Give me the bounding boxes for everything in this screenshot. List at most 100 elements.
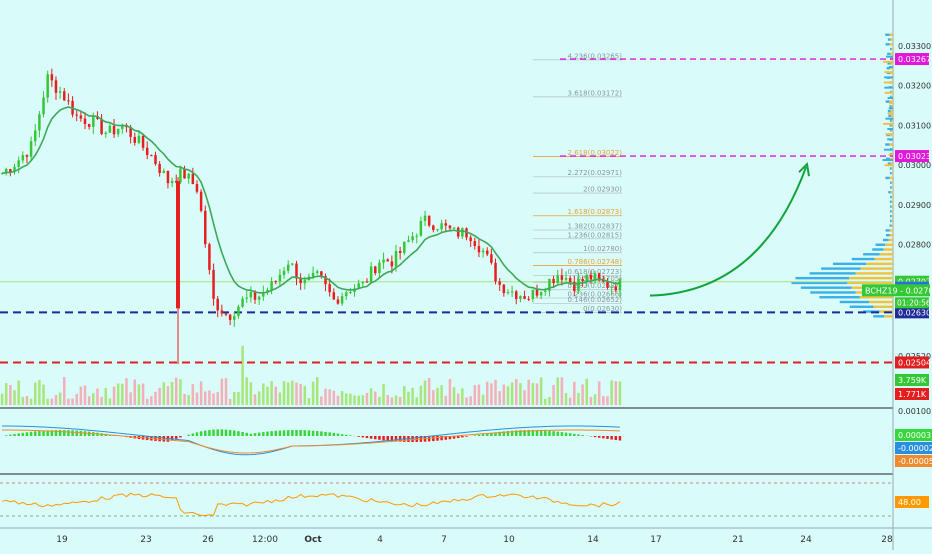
volume-profile-bar (855, 272, 893, 274)
volume-profile-bar (884, 71, 893, 73)
volume-profile-bar (890, 34, 893, 36)
price-tick-label: 0.03200 (898, 82, 931, 91)
volume-profile-bar (892, 167, 893, 169)
macd-histogram-bar (577, 434, 579, 436)
macd-histogram-bar (598, 436, 600, 438)
volume-profile-bar (872, 248, 883, 250)
volume-profile-bar (892, 172, 893, 174)
volume-bar (254, 394, 256, 405)
fib-level-label: 1.618(0.02873) (568, 208, 623, 216)
macd-value-tag: -0.00005 (895, 455, 932, 467)
volume-bar (328, 389, 330, 405)
volume-profile-bar (891, 191, 893, 193)
volume-profile-bar (810, 291, 855, 293)
volume-bar (30, 399, 32, 405)
macd-histogram-bar (22, 433, 24, 436)
volume-bar (241, 346, 243, 405)
volume-bar (287, 382, 289, 405)
volume-bar (63, 377, 65, 405)
svg-text:BCHZ19 - 0.02703: BCHZ19 - 0.02703 (865, 286, 932, 295)
macd-histogram-bar (333, 433, 335, 436)
macd-histogram-bar (275, 431, 277, 436)
volume-bar (432, 390, 434, 405)
volume-bar (386, 395, 388, 405)
volume-bar (469, 396, 471, 405)
macd-histogram-bar (187, 435, 189, 436)
volume-bar (590, 397, 592, 405)
volume-profile-bar (883, 123, 893, 125)
macd-histogram-bar (308, 430, 310, 436)
volume-bar (594, 394, 596, 405)
volume-profile-bar (892, 182, 893, 184)
volume-bar (573, 382, 575, 405)
volume-bar (1, 394, 3, 405)
volume-bar (523, 390, 525, 405)
volume-bar (167, 386, 169, 405)
volume-bar (453, 387, 455, 405)
volume-bar (109, 398, 111, 405)
volume-bar (461, 388, 463, 405)
volume-bar (51, 399, 53, 405)
volume-profile-bar (801, 286, 852, 288)
volume-bar (316, 377, 318, 405)
volume-profile-bar (888, 239, 893, 241)
volume-profile-bar (850, 306, 874, 308)
macd-histogram-bar (474, 435, 476, 436)
volume-bar (208, 390, 210, 405)
macd-histogram-bar (382, 436, 384, 440)
volume-bar (142, 384, 144, 405)
volume-bar (341, 391, 343, 405)
macd-histogram-bar (250, 434, 252, 436)
symbol-price-tag: BCHZ19 - 0.02703 (862, 284, 932, 296)
macd-histogram-bar (270, 431, 272, 436)
volume-profile-bar (888, 38, 891, 40)
time-tick-label: 21 (732, 535, 743, 545)
volume-profile-bar (892, 205, 893, 207)
volume-profile-bar (890, 205, 892, 207)
fib-level-label: 1(0.02780) (583, 245, 622, 253)
volume-bar (146, 399, 148, 405)
volume-bar (457, 394, 459, 405)
time-tick-label: 17 (650, 535, 661, 545)
svg-text:-0.00005: -0.00005 (898, 457, 932, 466)
price-tick-label: 0.03000 (898, 161, 931, 170)
volume-profile-bar (885, 143, 889, 145)
volume-profile-bar (884, 81, 893, 83)
volume-profile-bar (885, 34, 889, 36)
volume-bar (26, 396, 28, 405)
macd-histogram-bar (179, 436, 181, 437)
macd-histogram-bar (552, 431, 554, 436)
price-tick-label: 0.02900 (898, 201, 931, 210)
volume-profile-bar (887, 128, 893, 130)
volume-bar (216, 392, 218, 405)
macd-histogram-bar (287, 430, 289, 436)
macd-histogram-bar (328, 432, 330, 436)
volume-bar (175, 378, 177, 405)
volume-bar (498, 391, 500, 405)
macd-histogram-bar (615, 436, 617, 440)
macd-histogram-bar (312, 431, 314, 436)
macd-histogram-bar (378, 436, 380, 440)
macd-histogram-bar (349, 435, 351, 436)
macd-histogram-bar (158, 436, 160, 441)
volume-profile-bar (890, 234, 893, 236)
volume-profile-bar (819, 296, 859, 298)
volume-profile-bar (884, 87, 893, 89)
volume-profile-bar (892, 196, 893, 198)
volume-bar (75, 394, 77, 405)
macd-histogram-bar (208, 430, 210, 436)
volume-bar (552, 385, 554, 405)
macd-histogram-bar (38, 431, 40, 436)
volume-profile-bar (890, 220, 892, 222)
volume-profile-bar (890, 224, 892, 226)
macd-histogram-bar (192, 433, 194, 436)
volume-profile-bar (888, 113, 893, 115)
price-tag: 0.02504 (895, 356, 931, 368)
volume-bar (92, 393, 94, 405)
price-tick-label: 0.03100 (898, 121, 931, 130)
macd-histogram-bar (233, 430, 235, 436)
volume-bar (602, 396, 604, 405)
time-tick-label: 14 (587, 535, 599, 545)
macd-histogram-bar (42, 431, 44, 436)
